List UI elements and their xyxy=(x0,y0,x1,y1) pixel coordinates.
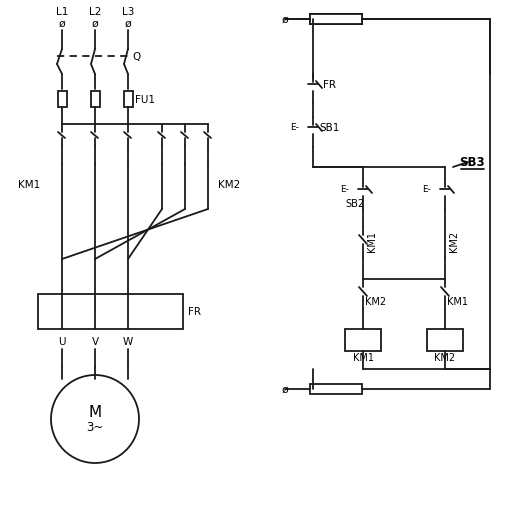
Text: KM1: KM1 xyxy=(18,180,40,189)
Text: ø: ø xyxy=(282,15,289,25)
Text: ø: ø xyxy=(92,19,98,29)
Text: U: U xyxy=(58,336,66,346)
Text: KM1: KM1 xyxy=(367,230,377,251)
Text: KM1: KM1 xyxy=(447,296,468,307)
Text: ø: ø xyxy=(59,19,65,29)
Text: KM1: KM1 xyxy=(353,352,373,362)
Text: SB2: SB2 xyxy=(346,198,365,209)
Bar xyxy=(345,329,381,351)
Text: L2: L2 xyxy=(89,7,101,17)
Text: FR: FR xyxy=(188,307,201,316)
Text: V: V xyxy=(92,336,98,346)
Text: ø: ø xyxy=(125,19,132,29)
Circle shape xyxy=(51,375,139,463)
Text: KM2: KM2 xyxy=(218,180,240,189)
Text: E-: E- xyxy=(422,184,431,193)
Text: FR: FR xyxy=(323,80,336,90)
Text: L1: L1 xyxy=(56,7,68,17)
Bar xyxy=(310,15,362,25)
Text: ø: ø xyxy=(282,384,289,394)
Bar xyxy=(123,92,133,108)
Text: E-: E- xyxy=(340,184,349,193)
Bar xyxy=(310,15,362,25)
Bar xyxy=(38,294,183,329)
Bar xyxy=(427,329,463,351)
Text: KM2: KM2 xyxy=(449,230,459,251)
Bar xyxy=(91,92,99,108)
Text: KM2: KM2 xyxy=(365,296,386,307)
Text: L3: L3 xyxy=(122,7,134,17)
Text: SB1: SB1 xyxy=(319,123,339,133)
Text: E-: E- xyxy=(290,122,299,131)
Text: SB3: SB3 xyxy=(459,155,485,168)
Text: Q: Q xyxy=(132,52,140,62)
Text: 3~: 3~ xyxy=(87,421,104,434)
Bar xyxy=(310,384,362,394)
Text: KM2: KM2 xyxy=(435,352,455,362)
Bar xyxy=(57,92,66,108)
Text: FU1: FU1 xyxy=(135,95,155,105)
Text: M: M xyxy=(89,405,102,420)
Text: W: W xyxy=(123,336,133,346)
